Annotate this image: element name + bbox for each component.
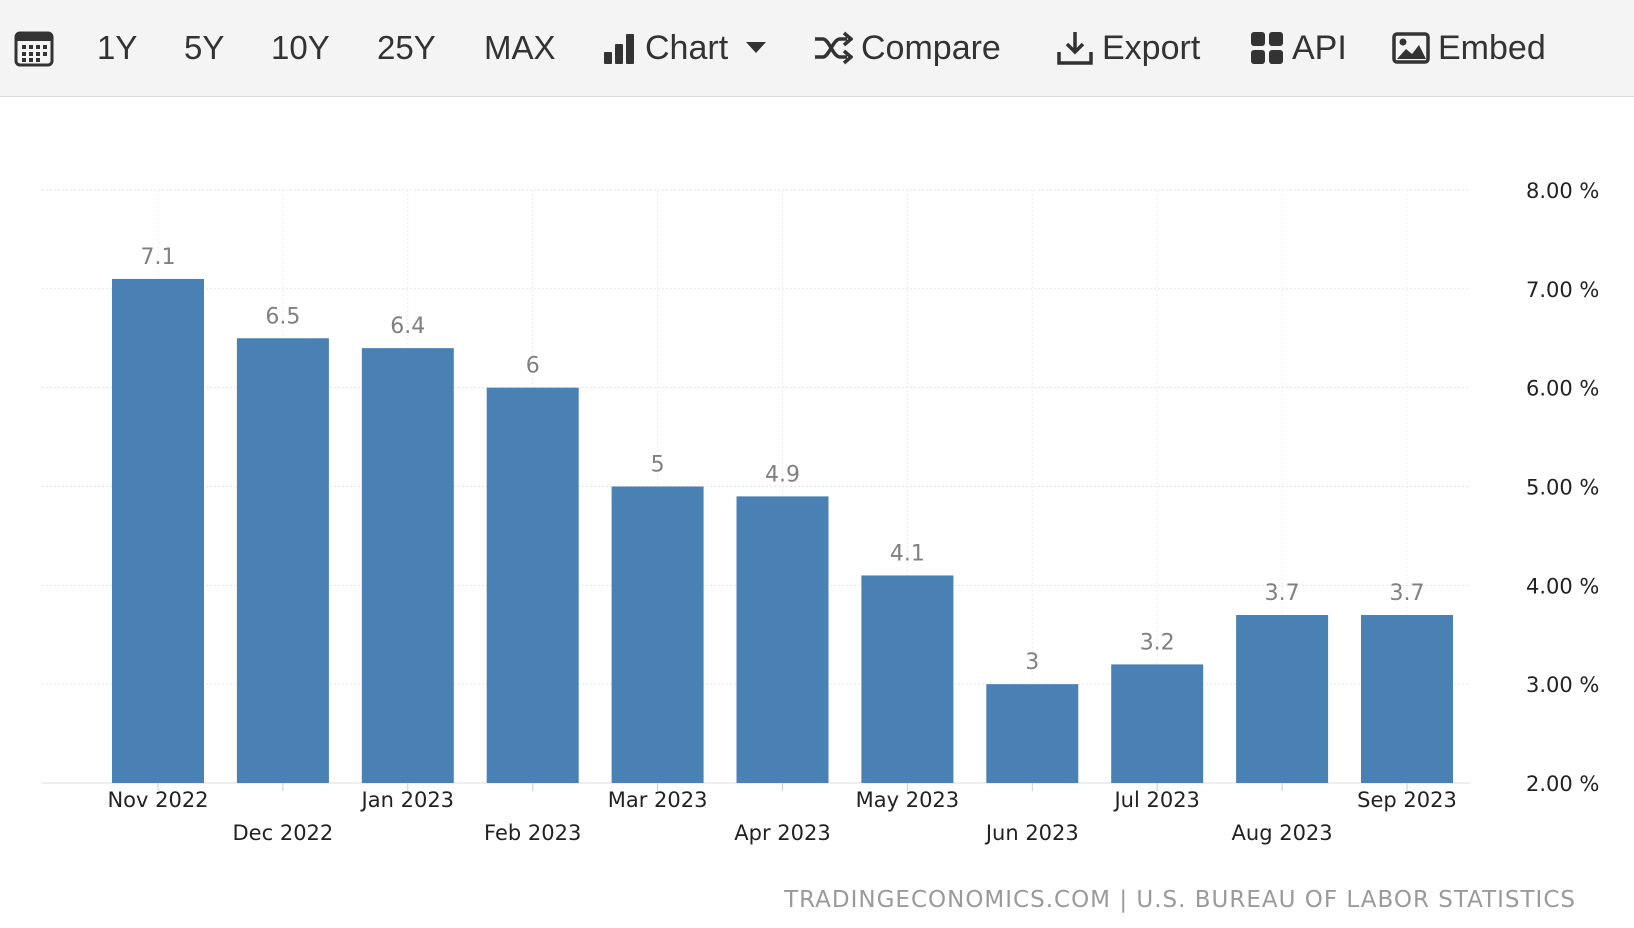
source-credit: TRADINGECONOMICS.COM | U.S. BUREAU OF LA… <box>784 887 1576 913</box>
embed-button[interactable]: Embed <box>1392 18 1546 78</box>
bar <box>861 575 954 783</box>
bar <box>1361 614 1453 783</box>
x-tick-label: Jun 2023 <box>984 821 1079 845</box>
x-tick-label: Feb 2023 <box>484 821 581 845</box>
embed-label: Embed <box>1438 28 1546 67</box>
y-tick-label: 6.00 % <box>1526 377 1599 401</box>
api-label: API <box>1292 28 1347 67</box>
data-label: 3 <box>1025 650 1039 675</box>
chart-type-label: Chart <box>645 28 729 67</box>
bar <box>986 684 1079 783</box>
bar-chart: 2.00 % 3.00 % 4.00 % 5.00 % 6.00 % 7.00 % 8.00… <box>42 179 1599 845</box>
x-tick-label: Apr 2023 <box>734 821 830 845</box>
image-icon <box>1392 32 1430 64</box>
x-tick-label: May 2023 <box>856 788 960 812</box>
x-tick-label: Jan 2023 <box>360 788 455 812</box>
x-tick-label: Mar 2023 <box>608 788 708 812</box>
bar <box>1111 664 1204 783</box>
data-label: 3.7 <box>1265 581 1300 606</box>
bar <box>611 486 704 783</box>
range-10y-button[interactable]: 10Y <box>271 29 330 66</box>
data-label: 7.1 <box>141 245 176 270</box>
y-tick-label: 4.00 % <box>1526 574 1599 598</box>
x-tick-label: Dec 2022 <box>233 821 334 845</box>
bar <box>1236 614 1329 783</box>
y-tick-label: 2.00 % <box>1526 772 1599 796</box>
range-25y-button[interactable]: 25Y <box>377 29 436 66</box>
x-tick-label: Jul 2023 <box>1112 788 1199 812</box>
grid-icon <box>1250 31 1284 65</box>
bar <box>361 348 454 783</box>
bar <box>486 387 579 783</box>
bar-chart-icon <box>603 31 637 65</box>
calendar-icon <box>14 29 54 67</box>
bar <box>112 278 204 783</box>
data-label: 5 <box>651 453 665 478</box>
y-tick-label: 3.00 % <box>1526 673 1599 697</box>
y-tick-label: 7.00 % <box>1526 278 1599 302</box>
compare-label: Compare <box>861 28 1001 67</box>
toolbar: 1Y 5Y 10Y 25Y MAX Chart Compare <box>0 0 1634 97</box>
caret-down-icon <box>746 42 767 54</box>
bar <box>236 338 329 783</box>
chart-area: 2.00 % 3.00 % 4.00 % 5.00 % 6.00 % 7.00 % 8.00… <box>0 98 1634 928</box>
download-icon <box>1056 30 1094 66</box>
range-max-button[interactable]: MAX <box>484 29 556 66</box>
compare-button[interactable]: Compare <box>813 18 1001 78</box>
calendar-button[interactable] <box>14 18 54 78</box>
data-label: 4.9 <box>765 462 800 487</box>
y-tick-label: 5.00 % <box>1526 476 1599 500</box>
x-tick-label: Sep 2023 <box>1357 788 1457 812</box>
data-label: 6.5 <box>265 304 300 329</box>
shuffle-icon <box>813 31 853 65</box>
x-tick-label: Nov 2022 <box>107 788 208 812</box>
range-1y-button[interactable]: 1Y <box>97 29 138 66</box>
bar <box>736 496 829 783</box>
api-button[interactable]: API <box>1250 18 1347 78</box>
x-tick-label: Aug 2023 <box>1232 821 1333 845</box>
export-button[interactable]: Export <box>1056 18 1200 78</box>
data-label: 4.1 <box>890 541 925 566</box>
y-tick-label: 8.00 % <box>1526 179 1599 203</box>
chart-type-dropdown[interactable]: Chart <box>603 18 767 78</box>
data-label: 3.7 <box>1390 581 1425 606</box>
data-label: 6 <box>526 354 540 379</box>
data-label: 6.4 <box>390 314 425 339</box>
data-label: 3.2 <box>1140 630 1175 655</box>
range-5y-button[interactable]: 5Y <box>184 29 225 66</box>
export-label: Export <box>1102 28 1201 67</box>
